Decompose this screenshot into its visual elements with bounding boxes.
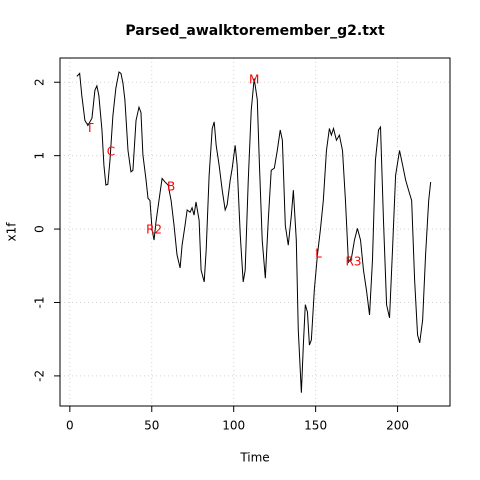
x-tick-label: 50 xyxy=(144,419,159,433)
y-tick-label: -2 xyxy=(33,370,47,382)
x-tick-label: 100 xyxy=(222,419,245,433)
y-axis-label: x1f xyxy=(5,222,19,242)
y-tick-label: -1 xyxy=(33,296,47,308)
annotation: R2 xyxy=(146,222,162,236)
y-tick-label: 2 xyxy=(33,78,47,86)
x-tick-label: 0 xyxy=(66,419,74,433)
annotation: M xyxy=(249,73,259,87)
annotation: L xyxy=(315,247,322,261)
annotation: T xyxy=(85,121,94,135)
x-tick-label: 150 xyxy=(304,419,327,433)
plot-frame xyxy=(59,57,451,407)
x-axis-label: Time xyxy=(239,451,269,465)
chart-title: Parsed_awalktoremember_g2.txt xyxy=(125,23,385,39)
annotation: R3 xyxy=(345,255,361,269)
x-tick-label: 200 xyxy=(386,419,409,433)
y-tick-label: 1 xyxy=(33,152,47,160)
y-tick-label: 0 xyxy=(33,225,47,233)
annotation: C xyxy=(107,144,115,158)
annotation: B xyxy=(167,180,175,194)
series-line xyxy=(76,71,432,393)
